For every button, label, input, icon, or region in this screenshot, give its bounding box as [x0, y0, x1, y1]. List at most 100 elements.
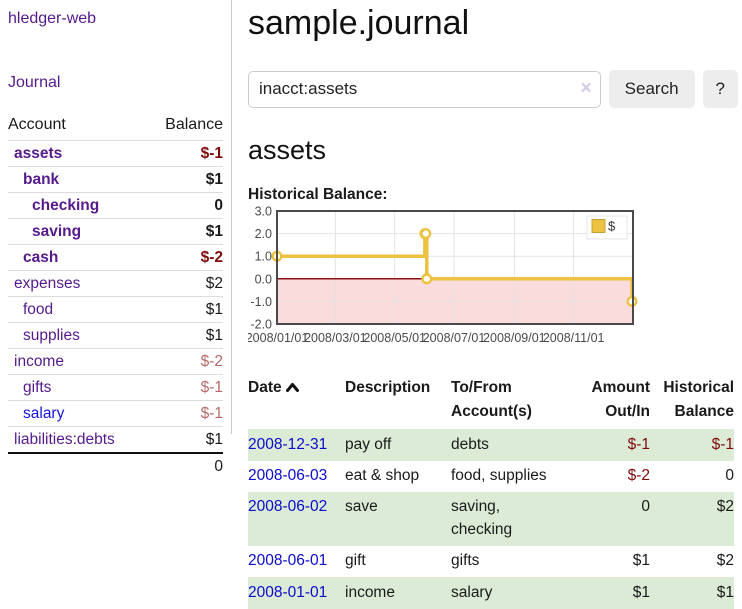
- svg-text:2008/01/01: 2008/01/01: [248, 331, 308, 345]
- account-row: assets $-1: [8, 140, 223, 167]
- account-balance: $2: [147, 270, 223, 297]
- account-link[interactable]: salary: [23, 404, 65, 422]
- accounts-header-balance: Balance: [165, 116, 223, 133]
- account-link[interactable]: saving: [32, 222, 82, 240]
- transaction-balance: $-1: [711, 435, 734, 453]
- account-row: salary $-1: [8, 400, 223, 427]
- transaction-accounts: salary: [451, 583, 493, 601]
- account-row: food $1: [8, 296, 223, 323]
- transaction-description: pay off: [345, 435, 392, 453]
- account-link[interactable]: checking: [32, 196, 100, 214]
- transaction-date-link[interactable]: 2008-06-01: [248, 552, 328, 570]
- account-row: expenses $2: [8, 270, 223, 297]
- account-balance: $-1: [147, 400, 223, 427]
- account-balance: $-1: [147, 140, 223, 167]
- column-header-accounts: To/From Account(s): [451, 379, 532, 421]
- transaction-description: save: [345, 498, 378, 516]
- column-header-description: Description: [345, 379, 431, 396]
- account-link[interactable]: food: [23, 300, 54, 318]
- account-row: checking 0: [8, 192, 223, 219]
- svg-text:2008/05/01: 2008/05/01: [363, 331, 426, 345]
- transaction-balance: $2: [716, 552, 734, 570]
- transaction-date-link[interactable]: 2008-06-02: [248, 498, 328, 516]
- main-panel: sample.journal × Search ? assets Histori…: [246, 0, 738, 609]
- chart-canvas: $3.0 2.0 1.0 0.0 -1.0 -2.02008/01/012008/03/0…: [246, 205, 638, 345]
- transaction-description: income: [345, 583, 395, 601]
- transaction-description: eat & shop: [345, 467, 420, 484]
- svg-text:-1.0: -1.0: [250, 295, 272, 309]
- accounts-total: 0: [147, 452, 223, 479]
- account-link[interactable]: liabilities:debts: [14, 430, 115, 448]
- transaction-balance: 0: [725, 467, 734, 484]
- account-balance: 0: [147, 192, 223, 219]
- transaction-date-link[interactable]: 2008-01-01: [248, 583, 328, 601]
- search-button[interactable]: Search: [608, 70, 695, 108]
- sidebar-item-journal[interactable]: Journal: [8, 74, 61, 91]
- sidebar: hledger-web Journal Account Balance asse…: [0, 0, 232, 479]
- svg-text:2008/09/01: 2008/09/01: [483, 331, 546, 345]
- account-link[interactable]: bank: [23, 170, 60, 188]
- svg-text:3.0: 3.0: [255, 206, 272, 219]
- account-link[interactable]: supplies: [23, 326, 80, 344]
- transaction-accounts: food, supplies: [451, 467, 547, 484]
- transaction-row: 2008-06-02 save saving, checking 0 $2: [248, 491, 734, 546]
- transaction-amount: $-1: [627, 435, 650, 453]
- svg-text:2.0: 2.0: [255, 227, 272, 241]
- transaction-date-link[interactable]: 2008-06-03: [248, 467, 328, 484]
- account-link[interactable]: gifts: [23, 378, 52, 396]
- accounts-header-account: Account: [8, 116, 66, 133]
- account-link[interactable]: expenses: [14, 274, 81, 292]
- transaction-row: 2008-06-03 eat & shop food, supplies $-2 0: [248, 461, 734, 492]
- search-input[interactable]: [248, 70, 601, 108]
- account-link[interactable]: income: [14, 352, 64, 370]
- account-row: saving $1: [8, 218, 223, 245]
- svg-text:$: $: [608, 219, 616, 234]
- historical-balance-chart: $3.0 2.0 1.0 0.0 -1.0 -2.0 2008/01/01 2008/03/0…: [246, 205, 738, 363]
- account-balance: $1: [147, 166, 223, 193]
- transaction-date-link[interactable]: 2008-12-31: [248, 435, 328, 453]
- svg-text:2008/07/01: 2008/07/01: [423, 331, 486, 345]
- transaction-balance: $1: [716, 583, 734, 601]
- column-header-date[interactable]: Date: [248, 372, 345, 429]
- transaction-accounts: saving, checking: [451, 498, 513, 538]
- transaction-amount: 0: [641, 498, 650, 516]
- chart-title: Historical Balance:: [248, 186, 388, 203]
- help-button[interactable]: ?: [702, 70, 738, 108]
- account-row: supplies $1: [8, 322, 223, 349]
- account-row: bank $1: [8, 166, 223, 193]
- account-balance: $-2: [147, 348, 223, 375]
- account-row: income $-2: [8, 348, 223, 375]
- transaction-row: 2008-01-01 income salary $1 $1: [248, 577, 734, 609]
- app-title-link[interactable]: hledger-web: [8, 10, 97, 27]
- account-balance: $1: [147, 322, 223, 349]
- transaction-row: 2008-06-01 gift gifts $1 $2: [248, 546, 734, 577]
- transaction-amount: $-2: [627, 467, 650, 484]
- column-header-balance: Historical Balance: [663, 379, 734, 421]
- clear-search-icon[interactable]: ×: [580, 77, 592, 99]
- account-row: gifts $-1: [8, 374, 223, 401]
- account-balance: $1: [147, 426, 223, 453]
- account-balance: $-1: [147, 374, 223, 401]
- account-balance: $1: [147, 218, 223, 245]
- search-form: × Search ?: [248, 70, 738, 108]
- transaction-amount: $1: [632, 583, 650, 601]
- account-link[interactable]: cash: [23, 248, 59, 266]
- account-link[interactable]: assets: [14, 144, 63, 162]
- svg-text:0.0: 0.0: [255, 272, 272, 286]
- account-row: cash $-2: [8, 244, 223, 271]
- svg-text:2008/11/01: 2008/11/01: [543, 331, 605, 345]
- transaction-accounts: debts: [451, 435, 489, 453]
- transaction-balance: $2: [716, 498, 734, 516]
- svg-text:-2.0: -2.0: [250, 318, 272, 332]
- svg-text:2008/03/01: 2008/03/01: [304, 331, 367, 345]
- accounts-table: Account Balance assets $-1 bank $1 checking 0…: [8, 114, 223, 479]
- transaction-accounts: gifts: [451, 552, 480, 570]
- account-balance: $-2: [147, 244, 223, 271]
- page-title: sample.journal: [248, 4, 470, 42]
- account-balance: $1: [147, 296, 223, 323]
- account-title: assets: [248, 135, 327, 165]
- svg-text:1.0: 1.0: [255, 250, 272, 264]
- transaction-amount: $1: [632, 552, 650, 570]
- column-header-amount: Amount Out/In: [591, 379, 650, 421]
- transaction-row: 2008-12-31 pay off debts $-1 $-1: [248, 429, 734, 461]
